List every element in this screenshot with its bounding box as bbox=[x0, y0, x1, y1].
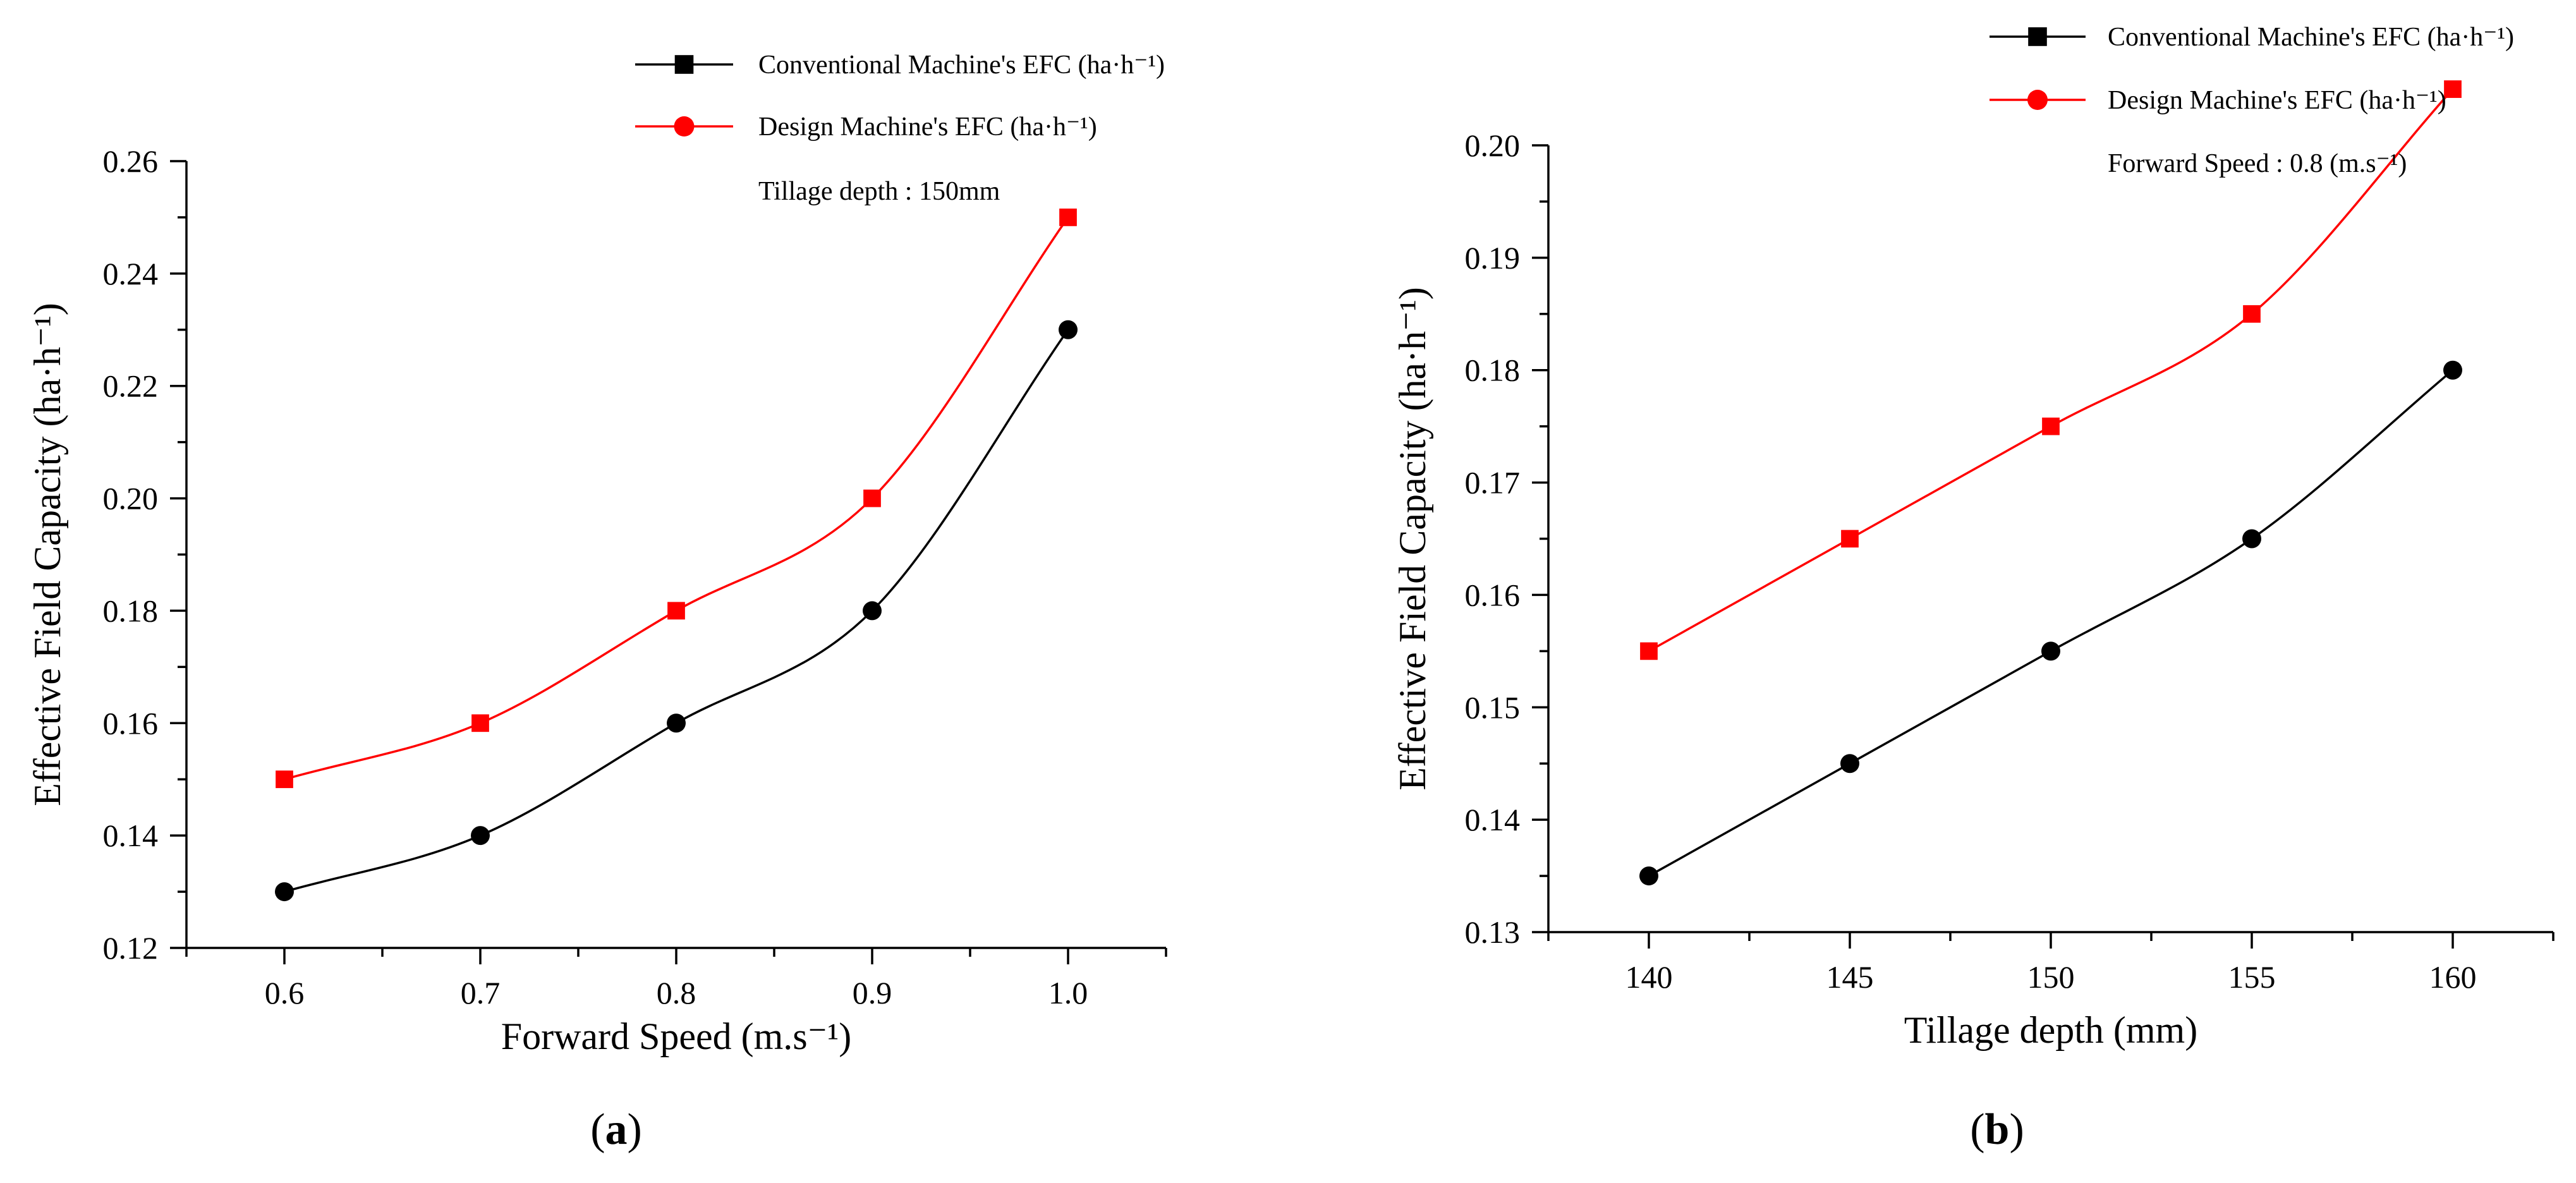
series-line bbox=[284, 329, 1069, 893]
data-point bbox=[275, 882, 294, 902]
x-tick-label: 150 bbox=[2027, 959, 2075, 995]
y-axis-title: Effective Field Capacity (ha·h⁻¹) bbox=[1392, 287, 1433, 791]
series-line bbox=[1648, 369, 2454, 877]
y-tick-label: 0.17 bbox=[1465, 465, 1521, 500]
y-tick-label: 0.14 bbox=[103, 818, 159, 853]
data-point bbox=[1059, 209, 1077, 226]
chart-panel-a: 0.12 0.14 0.16 0.18 0.20 0.22 0.24 0.26 0.6 0.7 0.… bbox=[27, 51, 1167, 1154]
y-tick-label: 0.18 bbox=[1465, 353, 1521, 388]
y-tick-label: 0.20 bbox=[1465, 128, 1521, 163]
legend-marker bbox=[2028, 27, 2047, 46]
series-conventional bbox=[275, 320, 1078, 902]
y-tick-label: 0.26 bbox=[103, 143, 159, 179]
panel-label: (b) bbox=[1970, 1105, 2024, 1154]
panel-label-close: ) bbox=[628, 1105, 642, 1154]
y-tick-label: 0.13 bbox=[1465, 914, 1521, 950]
y-tick-label: 0.12 bbox=[103, 930, 159, 966]
y-tick-label: 0.19 bbox=[1465, 240, 1521, 276]
legend-marker bbox=[2027, 90, 2048, 110]
series-conventional bbox=[1639, 360, 2462, 886]
chart-annotation: Tillage depth : 150mm bbox=[758, 177, 1000, 206]
data-point bbox=[863, 601, 882, 621]
y-axis-title: Effective Field Capacity (ha·h⁻¹) bbox=[27, 303, 68, 806]
legend-marker bbox=[674, 116, 695, 136]
data-point bbox=[1841, 530, 1859, 548]
data-point bbox=[1059, 320, 1078, 339]
series-design bbox=[1640, 80, 2462, 660]
series-design bbox=[276, 209, 1077, 789]
y-tick-label: 0.16 bbox=[103, 705, 159, 741]
data-point bbox=[2041, 641, 2060, 661]
legend-entry-design: Design Machine's EFC (ha·h⁻¹) bbox=[635, 112, 1097, 142]
legend-marker bbox=[674, 55, 694, 74]
x-axis-title: Tillage depth (mm) bbox=[1904, 1009, 2197, 1051]
panel-label-open: ( bbox=[590, 1105, 605, 1154]
y-tick-label: 0.24 bbox=[103, 256, 159, 291]
y-tick-label: 0.22 bbox=[103, 368, 159, 404]
data-point bbox=[1840, 754, 1859, 774]
legend-entry-conventional: Conventional Machine's EFC (ha·h⁻¹) bbox=[635, 51, 1165, 80]
legend-entry-conventional: Conventional Machine's EFC (ha·h⁻¹) bbox=[1990, 23, 2514, 52]
legend-label: Design Machine's EFC (ha·h⁻¹) bbox=[758, 112, 1097, 142]
x-tick-label: 0.9 bbox=[853, 975, 892, 1010]
x-tick-label: 140 bbox=[1625, 959, 1673, 995]
legend-label: Design Machine's EFC (ha·h⁻¹) bbox=[2108, 86, 2446, 115]
data-point bbox=[2042, 417, 2060, 435]
x-tick-label: 0.6 bbox=[265, 975, 305, 1010]
data-point bbox=[667, 602, 685, 620]
data-point bbox=[1639, 866, 1658, 886]
data-point bbox=[1640, 642, 1658, 660]
data-point bbox=[2444, 80, 2462, 98]
data-point bbox=[471, 714, 489, 732]
legend-label: Conventional Machine's EFC (ha·h⁻¹) bbox=[2108, 23, 2514, 52]
panel-label: (a) bbox=[590, 1105, 642, 1154]
data-point bbox=[471, 826, 490, 846]
legend-entry-design: Design Machine's EFC (ha·h⁻¹) bbox=[1990, 86, 2446, 115]
series-line bbox=[284, 216, 1069, 780]
panel-label-letter: b bbox=[1985, 1105, 2010, 1154]
x-tick-label: 1.0 bbox=[1048, 975, 1088, 1010]
data-point bbox=[2443, 360, 2462, 380]
panel-label-close: ) bbox=[2009, 1105, 2024, 1154]
x-tick-label: 0.8 bbox=[657, 975, 696, 1010]
y-tick-label: 0.15 bbox=[1465, 689, 1521, 725]
x-tick-label: 160 bbox=[2429, 959, 2477, 995]
y-tick-label: 0.20 bbox=[103, 481, 159, 516]
data-point bbox=[276, 770, 293, 789]
chart-annotation: Forward Speed : 0.8 (m.s⁻¹) bbox=[2108, 149, 2407, 178]
legend-label: Conventional Machine's EFC (ha·h⁻¹) bbox=[758, 51, 1165, 80]
x-tick-label: 155 bbox=[2228, 959, 2276, 995]
y-tick-label: 0.14 bbox=[1465, 802, 1521, 837]
data-point bbox=[863, 489, 881, 507]
data-point bbox=[2243, 305, 2261, 323]
x-tick-label: 0.7 bbox=[461, 975, 501, 1010]
x-tick-label: 145 bbox=[1826, 959, 1874, 995]
data-point bbox=[667, 713, 686, 733]
panel-label-open: ( bbox=[1970, 1105, 1984, 1154]
y-tick-label: 0.18 bbox=[103, 593, 159, 628]
x-axis-title: Forward Speed (m.s⁻¹) bbox=[501, 1016, 852, 1057]
panel-label-letter: a bbox=[605, 1105, 628, 1154]
y-tick-label: 0.16 bbox=[1465, 577, 1521, 612]
chart-panel-b: 0.13 0.14 0.15 0.16 0.17 0.18 0.19 0.20 140 145 15… bbox=[1392, 23, 2555, 1154]
data-point bbox=[2242, 529, 2261, 549]
